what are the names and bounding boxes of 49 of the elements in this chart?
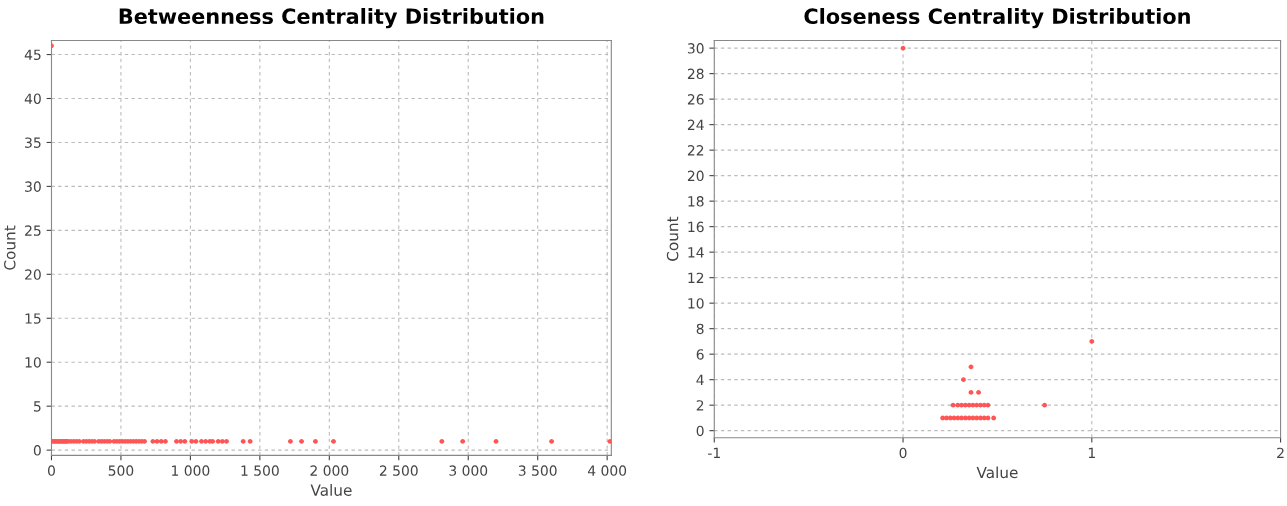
x-tick-label: 1 xyxy=(1088,447,1095,458)
y-tick-label: 24 xyxy=(687,119,704,130)
x-tick-label: 0 xyxy=(899,447,907,459)
y-tick-label: 5 xyxy=(33,401,41,412)
x-axis-title: Value xyxy=(310,484,352,496)
y-tick-label: 18 xyxy=(688,196,704,207)
x-tick-label: 3 500 xyxy=(518,465,557,476)
y-tick-label: 0 xyxy=(696,425,704,437)
y-tick-label: 26 xyxy=(687,94,704,105)
x-tick-label: 2 000 xyxy=(310,465,349,476)
y-tick-label: 14 xyxy=(688,247,704,258)
y-tick-label: 28 xyxy=(687,68,704,80)
x-tick-label: -1 xyxy=(708,447,720,458)
y-tick-label: 16 xyxy=(688,221,704,233)
point xyxy=(1042,402,1048,408)
y-tick-label: 25 xyxy=(25,225,41,236)
y-tick-label: 30 xyxy=(687,43,704,54)
point xyxy=(961,377,966,383)
y-tick-label: 35 xyxy=(25,137,41,148)
y-tick-label: 20 xyxy=(687,170,704,182)
x-tick-label: 1 000 xyxy=(172,465,210,476)
y-tick-label: 20 xyxy=(25,269,41,280)
y-tick-label: 10 xyxy=(25,357,41,368)
y-tick-label: 8 xyxy=(696,323,704,335)
chart-title: Closeness Centrality Distribution xyxy=(804,7,1190,29)
x-tick-label: 3 000 xyxy=(449,465,488,476)
y-tick-label: 15 xyxy=(25,313,41,324)
chart-title: Betweenness Centrality Distribution xyxy=(119,7,544,29)
x-axis-title: Value xyxy=(976,466,1018,479)
y-tick-label: 2 xyxy=(696,400,704,411)
x-tick-label: 4 000 xyxy=(587,465,627,476)
x-tick-label: 1 500 xyxy=(241,465,279,476)
x-tick-label: 0 xyxy=(47,465,55,476)
y-tick-label: 40 xyxy=(24,93,41,104)
y-axis-title: Count xyxy=(4,225,16,270)
point xyxy=(976,390,981,395)
x-tick-label: 2 xyxy=(1277,447,1284,458)
y-tick-label: 4 xyxy=(696,374,704,385)
point xyxy=(1089,339,1095,344)
x-tick-label: 500 xyxy=(108,465,134,476)
point xyxy=(991,415,997,421)
y-tick-label: 6 xyxy=(696,349,704,360)
y-tick-label: 12 xyxy=(688,272,704,283)
y-tick-label: 10 xyxy=(688,298,704,309)
y-axis-title: Count xyxy=(666,216,679,261)
y-tick-label: 45 xyxy=(24,49,41,61)
y-tick-label: 22 xyxy=(687,145,704,156)
y-tick-label: 30 xyxy=(25,181,41,192)
x-tick-label: 2 500 xyxy=(379,465,418,476)
